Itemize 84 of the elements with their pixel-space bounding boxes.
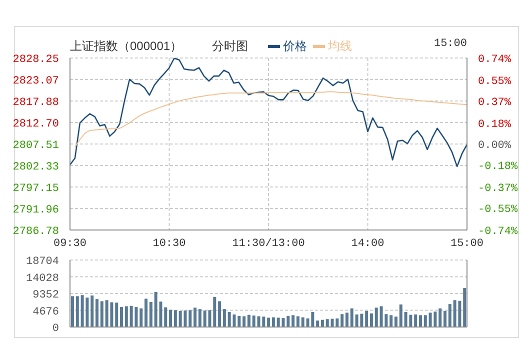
y-tick-label: 2786.78 bbox=[12, 226, 59, 238]
y2-tick-label: 0.55% bbox=[478, 76, 512, 88]
y2-tick-label: -0.37% bbox=[478, 183, 518, 195]
y2-tick-label: -0.55% bbox=[478, 204, 518, 216]
y-tick-label: 14028 bbox=[26, 272, 59, 285]
bar bbox=[418, 315, 422, 327]
bar bbox=[247, 314, 250, 327]
y2-tick-label: 0.18% bbox=[478, 119, 512, 132]
y2-tick-label: -0.18% bbox=[478, 160, 518, 173]
y2-tick-label: 0.00% bbox=[478, 140, 512, 152]
y2-tick-label: -0.74% bbox=[478, 226, 518, 238]
x-tick-label: 15:00 bbox=[450, 238, 484, 250]
y-tick-label: 2807.51 bbox=[12, 140, 60, 152]
y-tick-label: 2797.15 bbox=[12, 182, 59, 195]
bar bbox=[90, 295, 94, 327]
bar bbox=[100, 301, 104, 327]
y-tick-label: 2817.88 bbox=[12, 97, 59, 110]
bar bbox=[326, 319, 329, 327]
y-tick-label: 2812.70 bbox=[12, 118, 59, 130]
x-tick-label: 10:30 bbox=[152, 238, 186, 250]
bar bbox=[76, 296, 79, 327]
legend-label: 价格 bbox=[282, 38, 307, 55]
bar bbox=[320, 320, 324, 327]
bar bbox=[169, 310, 172, 327]
y-tick-label: 9352 bbox=[32, 290, 59, 302]
bar bbox=[140, 308, 143, 327]
bar bbox=[345, 312, 348, 327]
y2-tick-label: 0.74% bbox=[478, 54, 512, 66]
bar bbox=[301, 317, 304, 327]
y2-tick-label: 0.37% bbox=[478, 97, 512, 109]
bar bbox=[96, 299, 99, 327]
bar bbox=[194, 308, 197, 327]
bar bbox=[149, 302, 152, 327]
bar bbox=[370, 313, 373, 327]
bar bbox=[272, 317, 275, 327]
bar bbox=[316, 320, 320, 327]
bar bbox=[365, 310, 368, 327]
bar bbox=[448, 304, 452, 327]
bar bbox=[438, 308, 442, 327]
line-series bbox=[70, 58, 467, 168]
bar bbox=[222, 309, 226, 327]
x-tick-label: 14:00 bbox=[351, 238, 384, 250]
bar bbox=[198, 309, 202, 327]
y-tick-label: 2791.96 bbox=[12, 204, 59, 217]
bar bbox=[443, 310, 446, 327]
bar bbox=[144, 298, 148, 327]
bar bbox=[296, 316, 300, 327]
bar bbox=[213, 296, 216, 327]
y-tick-label: 4676 bbox=[32, 306, 59, 318]
legend-label: 均线 bbox=[327, 38, 352, 55]
bar bbox=[394, 316, 398, 327]
bar bbox=[350, 308, 354, 327]
y-tick-label: 0 bbox=[52, 323, 59, 335]
x-tick-label: 09:30 bbox=[53, 238, 87, 250]
bar bbox=[267, 318, 270, 327]
bar bbox=[188, 310, 192, 327]
bar bbox=[262, 316, 266, 327]
y-tick-label: 2828.25 bbox=[12, 54, 59, 66]
bar bbox=[218, 301, 222, 327]
text: 15:00 bbox=[434, 38, 467, 50]
bar bbox=[276, 318, 280, 327]
y-tick-label: 18704 bbox=[26, 256, 60, 268]
bar bbox=[340, 314, 344, 327]
bar bbox=[390, 315, 393, 327]
bar bbox=[424, 315, 427, 327]
bar bbox=[115, 302, 118, 327]
bar bbox=[463, 288, 466, 327]
bar bbox=[238, 316, 241, 327]
bar bbox=[374, 308, 378, 327]
y-tick-label: 2802.33 bbox=[12, 162, 59, 174]
x-tick-label: 11:30/13:00 bbox=[232, 238, 305, 250]
bar bbox=[399, 304, 402, 327]
bar bbox=[242, 316, 246, 327]
bar bbox=[71, 296, 74, 327]
chart-subtitle: 分时图 bbox=[212, 38, 248, 55]
bar bbox=[414, 314, 418, 327]
chart-title: 上证指数（000001） bbox=[70, 38, 182, 55]
y-tick-label: 2823.07 bbox=[12, 75, 59, 88]
bar bbox=[292, 315, 295, 327]
bar bbox=[164, 307, 168, 327]
bar bbox=[174, 310, 177, 327]
bar bbox=[120, 306, 124, 327]
line-series bbox=[74, 91, 467, 148]
bar bbox=[124, 306, 128, 327]
